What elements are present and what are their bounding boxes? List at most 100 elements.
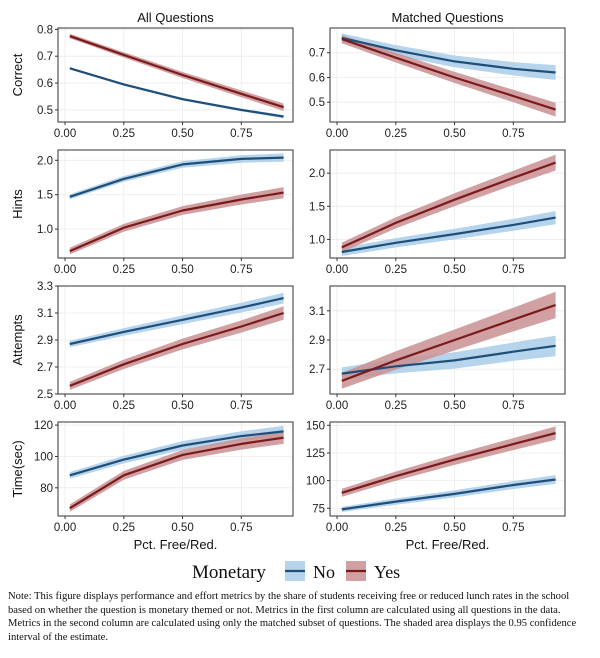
panel-attempts-matched-questions-x-tick-label: 0.50 — [443, 400, 465, 412]
panel-hints-all-questions-line-yes — [69, 191, 284, 253]
panel-hints-matched-questions-x-tick-label: 0.00 — [326, 264, 348, 276]
panel-correct-all-questions-x-tick-label: 0.00 — [54, 128, 76, 140]
panel-hints-all-questions-line-no — [69, 156, 284, 198]
column-title-matched-questions: Matched Questions — [391, 10, 504, 25]
row-label-correct: Correct — [10, 53, 25, 96]
panel-attempts-matched-questions-x-tick-label: 0.00 — [326, 400, 348, 412]
panel-correct-matched-questions-x-tick-label: 0.50 — [443, 128, 465, 140]
panel-hints-matched-questions-x-tick-label: 0.25 — [385, 264, 407, 276]
panel-attempts-matched-questions-line-no — [341, 344, 556, 375]
panel-hints-matched-questions-ci-band-yes — [341, 154, 556, 253]
panel-hints-matched-questions-ci-band-no — [341, 211, 556, 256]
panel-attempts-all-questions-x-tick-label: 0.75 — [230, 400, 252, 412]
panel-time-sec-matched-questions-border — [329, 421, 566, 517]
panel-hints-all-questions-x-tick-label: 0.25 — [113, 264, 135, 276]
panel-time-sec-all-questions-border — [57, 421, 294, 517]
panel-time-sec-matched-questions-x-axis-title: Pct. Free/Red. — [406, 537, 490, 552]
panel-time-sec-matched-questions-line-no — [341, 478, 556, 511]
panel-correct-all-questions-y-tick-label: 0.7 — [37, 51, 53, 63]
panel-time-sec-matched-questions-x-tick-label: 0.75 — [502, 522, 524, 534]
panel-time-sec-matched-questions-x-tick-label: 0.50 — [443, 522, 465, 534]
panel-correct-matched-questions-y-tick-label: 0.5 — [309, 97, 325, 109]
panel-time-sec-all-questions-ci-band-yes — [69, 431, 284, 512]
panel-hints-matched-questions-x-tick-label: 0.50 — [443, 264, 465, 276]
panel-hints-matched-questions-y-tick-label: 1.5 — [309, 201, 325, 213]
panel-time-sec-matched-questions-x-tick-label: 0.00 — [326, 522, 348, 534]
panel-correct-matched-questions-y-tick-label: 0.6 — [309, 72, 325, 84]
panel-hints-all-questions-y-tick-label: 1.0 — [37, 224, 53, 236]
panel-correct-matched-questions-border — [329, 27, 566, 123]
panel-time-sec-all-questions-ci-band-no — [69, 425, 284, 479]
panel-correct-matched-questions-x-tick-label: 0.00 — [326, 128, 348, 140]
panel-attempts-matched-questions-y-tick-label: 2.9 — [309, 335, 325, 347]
panel-hints-all-questions-x-tick-label: 0.50 — [171, 264, 193, 276]
column-title-all-questions: All Questions — [137, 10, 214, 25]
panel-attempts-all-questions-line-no — [69, 297, 284, 346]
figure-note: Note: This figure displays performance a… — [8, 591, 577, 643]
panel-attempts-all-questions-ci-band-yes — [69, 306, 284, 390]
panel-time-sec-all-questions-line-no — [69, 430, 284, 477]
panel-attempts-matched-questions-y-tick-label: 3.1 — [309, 306, 325, 318]
row-label-hints: Hints — [10, 189, 25, 219]
panel-time-sec-all-questions-x-tick-label: 0.25 — [113, 522, 135, 534]
panel-attempts-all-questions-y-tick-label: 2.7 — [37, 362, 53, 374]
panel-attempts-matched-questions-ci-band-yes — [341, 291, 556, 389]
panel-time-sec-matched-questions-line-yes — [341, 432, 556, 494]
panel-attempts-all-questions-x-tick-label: 0.00 — [54, 400, 76, 412]
panel-hints-all-questions-border — [57, 149, 294, 259]
panel-time-sec-all-questions-y-tick-label: 80 — [40, 483, 53, 495]
panel-correct-matched-questions-line-yes — [341, 38, 556, 111]
panel-attempts-matched-questions-x-tick-label: 0.75 — [502, 400, 524, 412]
panel-attempts-matched-questions-y-tick-label: 2.7 — [309, 364, 325, 376]
panel-hints-all-questions-ci-band-yes — [69, 187, 284, 255]
panel-attempts-all-questions-y-tick-label: 2.9 — [37, 335, 53, 347]
panel-hints-all-questions-x-tick-label: 0.75 — [230, 264, 252, 276]
panel-hints-matched-questions-y-tick-label: 1.0 — [309, 234, 325, 246]
panel-correct-all-questions-line-no — [69, 67, 284, 118]
panel-time-sec-matched-questions-x-tick-label: 0.25 — [385, 522, 407, 534]
panel-time-sec-all-questions-x-tick-label: 0.75 — [230, 522, 252, 534]
legend-label-no: No — [313, 562, 335, 582]
panel-correct-all-questions-y-tick-label: 0.5 — [37, 105, 53, 117]
panel-attempts-matched-questions-x-tick-label: 0.25 — [385, 400, 407, 412]
panel-attempts-matched-questions-line-yes — [341, 303, 556, 382]
panel-hints-matched-questions-line-yes — [341, 161, 556, 249]
panel-time-sec-all-questions-line-yes — [69, 436, 284, 510]
panel-correct-all-questions-line-yes — [69, 35, 284, 109]
panel-time-sec-matched-questions-y-tick-label: 125 — [306, 448, 325, 460]
panel-hints-all-questions-y-tick-label: 2.0 — [37, 155, 53, 167]
panel-time-sec-all-questions-x-tick-label: 0.50 — [171, 522, 193, 534]
panel-attempts-all-questions-x-tick-label: 0.50 — [171, 400, 193, 412]
row-label-attempts: Attempts — [10, 314, 25, 366]
panel-correct-matched-questions-line-no — [341, 36, 556, 74]
panel-hints-matched-questions-line-no — [341, 216, 556, 254]
panel-correct-all-questions-border — [57, 27, 294, 123]
panel-correct-all-questions-y-tick-label: 0.6 — [37, 78, 53, 90]
panel-correct-matched-questions-y-tick-label: 0.7 — [309, 48, 325, 60]
panel-hints-matched-questions-y-tick-label: 2.0 — [309, 168, 325, 180]
panel-hints-matched-questions-border — [329, 149, 566, 259]
legend-title: Monetary — [192, 562, 266, 583]
panel-time-sec-matched-questions-y-tick-label: 75 — [312, 503, 325, 515]
panel-hints-all-questions-y-tick-label: 1.5 — [37, 190, 53, 202]
panel-attempts-all-questions-y-tick-label: 2.5 — [37, 389, 53, 401]
panel-hints-all-questions-x-tick-label: 0.00 — [54, 264, 76, 276]
panel-time-sec-matched-questions-y-tick-label: 100 — [306, 476, 325, 488]
panel-time-sec-matched-questions-y-tick-label: 150 — [306, 420, 325, 432]
panel-correct-all-questions-x-tick-label: 0.75 — [230, 128, 252, 140]
row-label-time-sec: Time(sec) — [10, 440, 25, 497]
panel-time-sec-all-questions-y-tick-label: 120 — [34, 420, 53, 432]
panel-correct-matched-questions-x-tick-label: 0.25 — [385, 128, 407, 140]
panel-attempts-all-questions-y-tick-label: 3.1 — [37, 308, 53, 320]
panel-time-sec-all-questions-x-axis-title: Pct. Free/Red. — [134, 537, 218, 552]
panel-time-sec-all-questions-y-tick-label: 100 — [34, 451, 53, 463]
panel-attempts-all-questions-x-tick-label: 0.25 — [113, 400, 135, 412]
panel-time-sec-all-questions-x-tick-label: 0.00 — [54, 522, 76, 534]
panel-correct-matched-questions-x-tick-label: 0.75 — [502, 128, 524, 140]
figure: All Questions Matched Questions 0.00 0.25 0.… — [10, 10, 566, 583]
panel-attempts-all-questions-y-tick-label: 3.3 — [37, 281, 53, 293]
panel-correct-all-questions-x-tick-label: 0.50 — [171, 128, 193, 140]
panel-attempts-all-questions-line-yes — [69, 311, 284, 387]
panel-correct-all-questions-x-tick-label: 0.25 — [113, 128, 135, 140]
panel-correct-all-questions-y-tick-label: 0.8 — [37, 24, 53, 36]
